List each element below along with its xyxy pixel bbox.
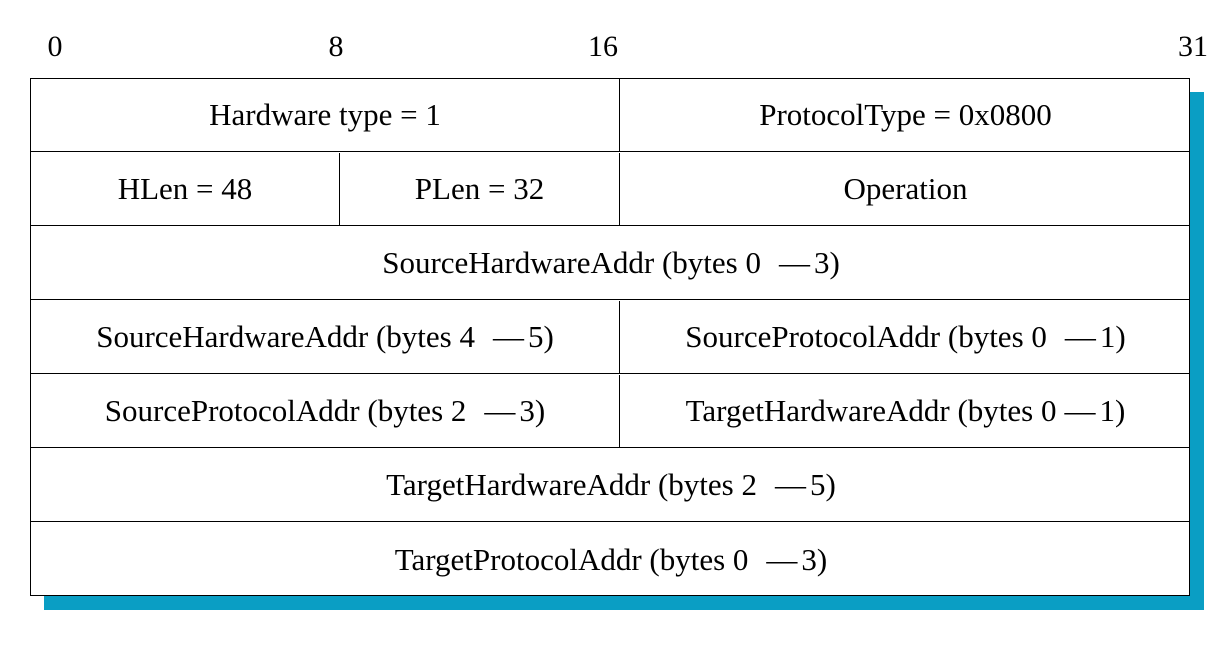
- range-dash: —: [484, 393, 516, 428]
- field-label: TargetHardwareAddr (bytes 2: [386, 467, 757, 502]
- row-source-proto-2-3-target-hw-0-1: SourceProtocolAddr (bytes 2 — 3) TargetH…: [31, 375, 1189, 448]
- range-dash: —: [1064, 319, 1096, 354]
- field-source-protocol-addr-bytes-0-1: SourceProtocolAddr (bytes 0 — 1): [619, 301, 1191, 373]
- field-label: SourceProtocolAddr (bytes 0: [685, 319, 1047, 354]
- row-hardware-protocol-type: Hardware type = 1 ProtocolType = 0x0800: [31, 79, 1189, 152]
- field-label: SourceHardwareAddr (bytes 4: [96, 319, 475, 354]
- field-label-end: 1): [1099, 393, 1126, 428]
- field-operation: Operation: [619, 153, 1191, 225]
- field-label: ProtocolType = 0x0800: [759, 97, 1052, 132]
- range-dash: —: [766, 541, 798, 577]
- field-label: Hardware type = 1: [209, 97, 441, 132]
- row-source-hardware-addr-0-3: SourceHardwareAddr (bytes 0 — 3): [31, 227, 1189, 300]
- row-source-hw-4-5-source-proto-0-1: SourceHardwareAddr (bytes 4 — 5) SourceP…: [31, 301, 1189, 374]
- field-hlen: HLen = 48: [31, 153, 339, 225]
- field-hardware-type: Hardware type = 1: [31, 79, 619, 151]
- row-hlen-plen-operation: HLen = 48 PLen = 32 Operation: [31, 153, 1189, 226]
- field-target-protocol-addr-bytes-0-3: TargetProtocolAddr (bytes 0 — 3): [31, 523, 1191, 596]
- field-target-hardware-addr-bytes-0-1: TargetHardwareAddr (bytes 0 — 1): [619, 375, 1191, 447]
- range-dash: —: [492, 319, 524, 354]
- field-label-end: 3): [801, 541, 828, 577]
- field-label: SourceHardwareAddr (bytes 0: [382, 245, 761, 280]
- field-source-hardware-addr-bytes-0-3: SourceHardwareAddr (bytes 0 — 3): [31, 227, 1191, 299]
- field-label-end: 1): [1099, 319, 1126, 354]
- range-dash: —: [1064, 393, 1096, 428]
- field-label: SourceProtocolAddr (bytes 2: [104, 393, 467, 428]
- field-label-end: 5): [527, 319, 554, 354]
- field-label-end: 3): [813, 245, 840, 280]
- field-label-end: 5): [810, 467, 836, 502]
- field-protocol-type: ProtocolType = 0x0800: [619, 79, 1191, 151]
- bit-marker-16: 16: [588, 30, 618, 63]
- field-label: TargetProtocolAddr (bytes 0: [394, 541, 749, 577]
- field-label: Operation: [843, 171, 968, 206]
- row-target-hardware-addr-2-5: TargetHardwareAddr (bytes 2 — 5): [31, 449, 1189, 522]
- field-source-hardware-addr-bytes-4-5: SourceHardwareAddr (bytes 4 — 5): [31, 301, 619, 373]
- range-dash: —: [775, 467, 806, 502]
- field-label: TargetHardwareAddr (bytes 0: [685, 393, 1057, 428]
- field-source-protocol-addr-bytes-2-3: SourceProtocolAddr (bytes 2 — 3): [31, 375, 619, 447]
- bit-marker-8: 8: [328, 30, 344, 63]
- range-dash: —: [778, 245, 810, 280]
- field-label: PLen = 32: [414, 171, 545, 206]
- field-target-hardware-addr-bytes-2-5: TargetHardwareAddr (bytes 2 — 5): [31, 449, 1191, 521]
- field-label-end: 3): [519, 393, 546, 428]
- bit-marker-0: 0: [47, 30, 63, 63]
- field-plen: PLen = 32: [339, 153, 619, 225]
- field-label: HLen = 48: [117, 171, 253, 206]
- row-target-protocol-addr-0-3: TargetProtocolAddr (bytes 0 — 3): [31, 523, 1189, 596]
- bit-marker-31: 31: [1178, 30, 1208, 63]
- arp-packet-format: Hardware type = 1 ProtocolType = 0x0800 …: [30, 78, 1190, 596]
